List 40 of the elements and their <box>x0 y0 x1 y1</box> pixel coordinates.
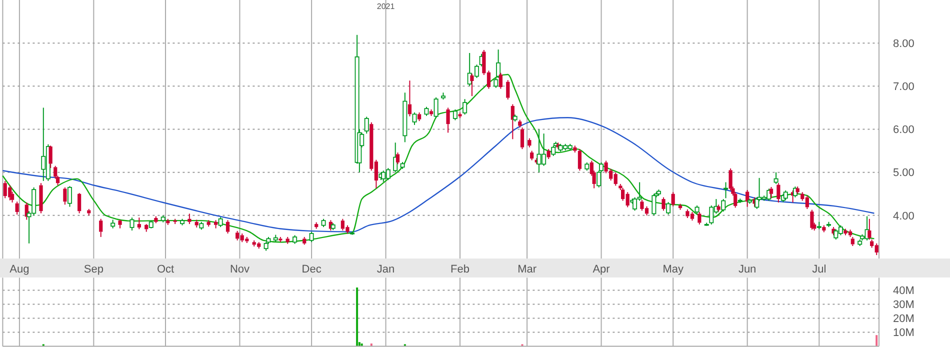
y-tick-label: 7.00 <box>893 81 914 94</box>
y-tick-label: 6.00 <box>893 124 914 136</box>
line-series <box>2 117 875 232</box>
y-tick-label: 40M <box>893 285 914 298</box>
x-tick-label: May <box>662 264 684 276</box>
x-tick-label: Aug <box>10 264 30 276</box>
x-tick-label: Dec <box>302 264 322 276</box>
bar <box>370 344 372 346</box>
candlestick <box>144 224 148 232</box>
candlestick <box>118 219 122 229</box>
y-tick-label: 20M <box>893 313 914 326</box>
x-tick-label: Jul <box>812 264 826 276</box>
candlestick <box>724 182 728 199</box>
y-tick-label: 10M <box>893 327 914 340</box>
candlestick <box>671 192 675 207</box>
y-tick-label: 30M <box>893 299 914 312</box>
candlestick <box>214 220 218 229</box>
x-tick-label: Apr <box>592 264 610 276</box>
x-tick-label: Feb <box>450 264 470 276</box>
candlestick <box>48 145 52 169</box>
candlestick <box>446 107 450 134</box>
bar <box>360 344 363 346</box>
x-tick-label: Mar <box>518 264 537 276</box>
candlestick <box>15 201 19 216</box>
candlestick <box>408 80 412 117</box>
candlestick <box>402 92 408 143</box>
x-tick-label: Nov <box>230 264 250 276</box>
bar <box>876 335 878 346</box>
candlestick <box>78 192 82 214</box>
candlestick <box>10 191 14 203</box>
x-tick-label: Jan <box>376 264 395 276</box>
bar <box>356 288 358 346</box>
x-tick-label: Jun <box>738 264 756 276</box>
x-tick-label: Oct <box>156 264 174 276</box>
y-tick-label: 4.00 <box>893 210 914 222</box>
x-tick-label: Sep <box>84 264 104 276</box>
y-tick-label: 5.00 <box>893 167 914 180</box>
annotation: 2021 <box>376 2 396 11</box>
candlestick <box>39 182 43 214</box>
y-tick-label: 8.00 <box>893 38 914 50</box>
